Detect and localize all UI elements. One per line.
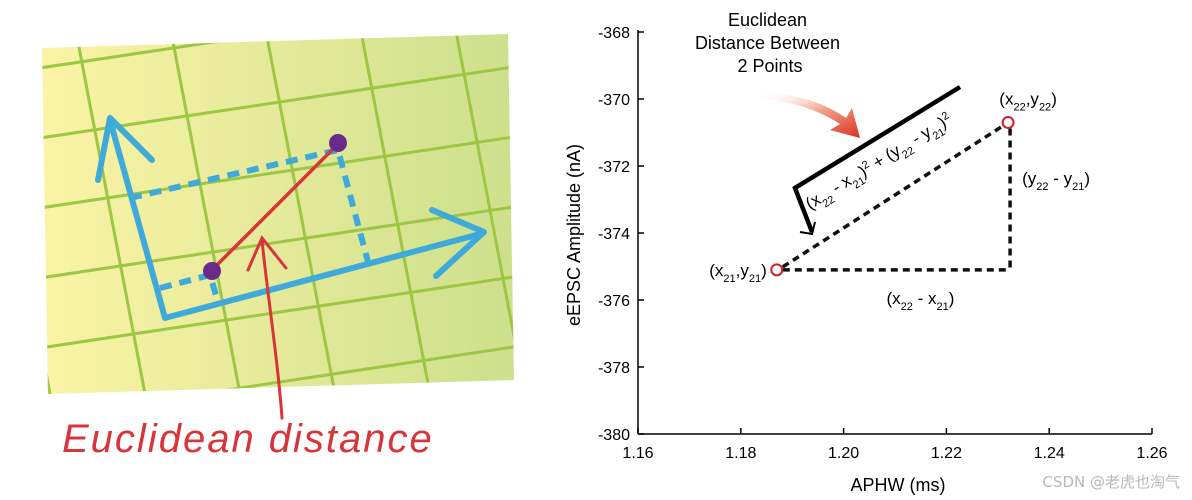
annotation-arrow [760,92,860,138]
point-label-2: (x22,y22) [999,89,1057,113]
data-point [1001,115,1015,129]
formula-bracket [792,85,962,233]
y-tick-label: -368 [598,25,630,42]
data-point [770,263,784,277]
annotation-title-line-3: 2 Points [737,56,802,76]
point-a [203,262,221,280]
axes-arrows [95,115,487,321]
point-b [329,134,347,152]
y-tick-label: -374 [598,226,630,243]
annotation-title-line-2: Distance Between [695,33,840,53]
scatter-chart: -368 -370 -372 -374 -376 -378 -380 1.16 1.18 1.2… [564,10,1168,495]
x-axis-label: APHW (ms) [851,475,946,495]
x-tick-label: 1.24 [1034,445,1065,462]
delta-y-label: (y22 - y21) [1022,169,1090,193]
annotation-title: Euclidean Distance Between 2 Points [695,10,845,76]
y-tick-label: -380 [598,427,630,444]
distance-formula: (x22 - x21)2 + (y22 - y21)2 [802,110,957,218]
x-tick-label: 1.20 [828,445,859,462]
x-tick-label: 1.16 [622,445,653,462]
y-tick-label: -378 [598,360,630,377]
formula-bracket-tip [799,221,816,236]
y-tick-label: -376 [598,293,630,310]
distance-segment [210,142,340,272]
y-tick-label: -370 [598,92,630,109]
delta-x-label: (x22 - x21) [886,289,954,313]
point-label-1: (x21,y21) [709,261,767,285]
x-tick-label: 1.26 [1136,445,1167,462]
euclidean-illustration: Euclidean distance [42,34,514,461]
y-axis-label: eEPSC Amplitude (nA) [564,144,584,326]
y-tick-label: -372 [598,159,630,176]
x-tick-label: 1.18 [725,445,756,462]
annotation-title-line-1: Euclidean [728,10,807,30]
hypotenuse-dashed [781,124,1004,269]
watermark: CSDN @老虎也淘气 [1042,473,1180,491]
illustration-caption: Euclidean distance [62,417,434,461]
x-tick-label: 1.22 [931,445,962,462]
caption-pointer-arrow [246,235,288,420]
